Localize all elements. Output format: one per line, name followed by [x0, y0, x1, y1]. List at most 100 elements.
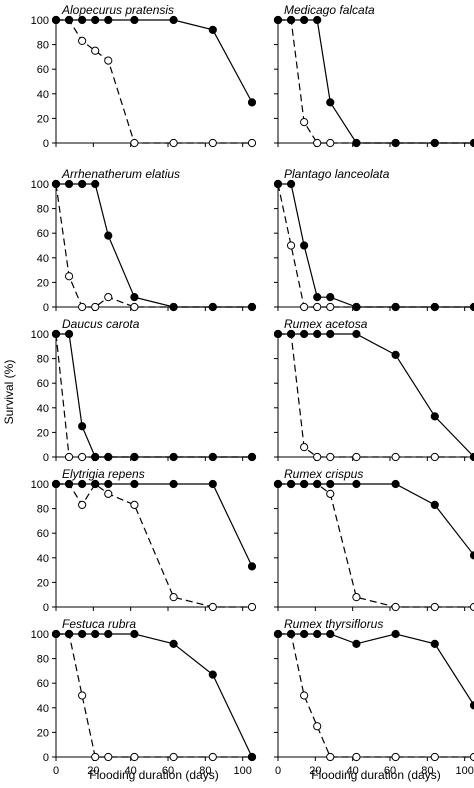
- open-point: [430, 452, 439, 462]
- open-point: [64, 452, 74, 462]
- filled-point: [313, 479, 322, 489]
- filled-point: [247, 98, 257, 107]
- filled-series-line: [278, 483, 474, 556]
- filled-point: [469, 452, 474, 462]
- filled-point: [208, 25, 217, 34]
- open-point: [391, 452, 400, 462]
- filled-point: [91, 452, 100, 462]
- filled-point: [169, 302, 178, 312]
- open-point: [286, 241, 296, 250]
- x-tick-label: 40: [125, 765, 137, 777]
- filled-series-line: [56, 483, 253, 567]
- filled-point: [130, 479, 139, 489]
- filled-point: [169, 639, 178, 648]
- filled-point: [104, 452, 113, 462]
- panel-2: 0 20 40 60 80 100 Arrhenatherum elatius: [31, 167, 257, 314]
- open-point: [352, 752, 361, 762]
- filled-point: [286, 479, 296, 489]
- open-point: [352, 593, 361, 602]
- filled-point: [51, 629, 61, 639]
- filled-series-line: [56, 19, 253, 103]
- y-tick-label: 0: [43, 302, 49, 314]
- filled-point: [300, 241, 309, 250]
- filled-point: [51, 479, 61, 489]
- filled-point: [469, 302, 474, 312]
- open-point: [130, 752, 139, 762]
- open-series-line: [278, 333, 474, 458]
- open-point: [130, 500, 139, 510]
- open-point: [391, 752, 400, 762]
- open-point: [313, 452, 322, 462]
- x-tick-label: 60: [162, 765, 174, 777]
- panel-title: Rumex crispus: [284, 467, 363, 481]
- open-point: [300, 117, 309, 127]
- y-tick-label: 20: [37, 427, 49, 439]
- filled-point: [64, 479, 74, 489]
- filled-point: [430, 138, 439, 148]
- filled-point: [352, 302, 361, 312]
- open-point: [208, 138, 217, 148]
- open-point: [104, 489, 113, 498]
- filled-series-line: [278, 333, 474, 458]
- filled-point: [208, 452, 217, 462]
- panel-1: Medicago falcata: [273, 3, 474, 148]
- open-point: [91, 46, 100, 55]
- open-point: [469, 602, 474, 612]
- open-point: [78, 302, 87, 312]
- open-point: [313, 138, 322, 148]
- open-series-line: [56, 633, 252, 758]
- filled-point: [208, 479, 217, 489]
- filled-point: [247, 452, 257, 462]
- filled-point: [247, 562, 257, 571]
- filled-point: [313, 15, 322, 25]
- x-tick-label: 80: [199, 765, 211, 777]
- open-point: [247, 602, 257, 612]
- y-tick-label: 60: [37, 528, 49, 540]
- open-point: [300, 691, 309, 700]
- filled-point: [78, 422, 87, 431]
- x-tick-label: 20: [87, 765, 99, 777]
- filled-point: [169, 452, 178, 462]
- filled-point: [104, 231, 113, 240]
- open-point: [169, 752, 178, 762]
- filled-point: [64, 15, 74, 25]
- y-tick-label: 20: [37, 277, 49, 289]
- x-tick-label: 40: [347, 765, 359, 777]
- filled-point: [91, 179, 100, 189]
- filled-point: [430, 302, 439, 312]
- filled-point: [78, 629, 87, 639]
- filled-point: [391, 350, 400, 360]
- filled-point: [51, 179, 61, 189]
- filled-point: [104, 15, 113, 25]
- filled-point: [300, 479, 309, 489]
- open-point: [104, 293, 113, 302]
- y-tick-label: 100: [31, 629, 49, 641]
- filled-series-line: [56, 183, 252, 308]
- open-point: [313, 722, 322, 731]
- y-axis-label: Survival (%): [2, 360, 16, 425]
- panel-title: Alopecurus pratensis: [61, 3, 174, 17]
- filled-point: [391, 629, 400, 639]
- open-point: [313, 302, 322, 312]
- filled-point: [352, 639, 361, 648]
- open-point: [104, 56, 113, 65]
- filled-point: [104, 479, 113, 489]
- y-tick-label: 80: [37, 504, 49, 516]
- y-tick-label: 40: [37, 703, 49, 715]
- panel-title: Plantago lanceolata: [284, 167, 390, 181]
- filled-point: [208, 670, 217, 679]
- y-tick-label: 80: [37, 40, 49, 52]
- y-tick-label: 80: [37, 204, 49, 216]
- panel-8: 0 20 40 60 80 100 0 20 40 60 80 100 Festuca rubra: [31, 617, 257, 777]
- y-tick-label: 100: [31, 15, 49, 27]
- filled-point: [430, 500, 439, 510]
- filled-point: [300, 629, 309, 639]
- filled-point: [91, 15, 100, 25]
- open-point: [326, 489, 335, 498]
- filled-point: [300, 329, 309, 339]
- filled-point: [130, 629, 139, 639]
- filled-point: [469, 138, 474, 148]
- open-point: [247, 138, 257, 148]
